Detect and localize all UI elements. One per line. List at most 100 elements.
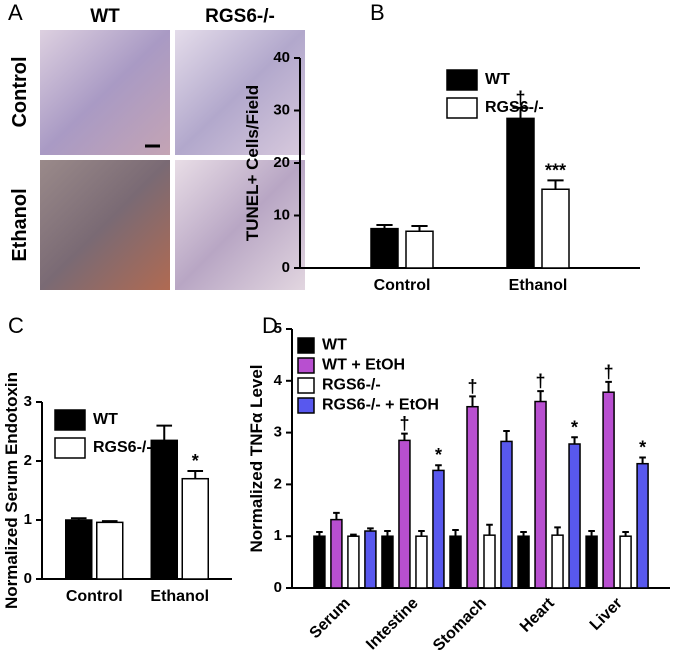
y-tick-label: 0 <box>24 570 32 587</box>
error-bar <box>605 380 612 393</box>
bar <box>534 400 547 589</box>
legend-swatch <box>446 69 478 91</box>
error-bar <box>469 395 476 407</box>
legend-label: WT <box>322 337 347 354</box>
x-tick-label: Ethanol <box>509 277 568 294</box>
error-bar <box>401 432 408 441</box>
x-tick-label: Heart <box>517 594 558 635</box>
bar <box>330 518 343 589</box>
panel-label: A <box>8 0 23 25</box>
legend-swatch <box>297 337 315 354</box>
bar <box>398 439 411 589</box>
y-tick-label: 5 <box>274 320 282 337</box>
bar <box>500 440 513 589</box>
x-tick-label: Control <box>374 277 431 294</box>
significance-marker: * <box>435 445 442 465</box>
error-bar <box>571 436 578 444</box>
y-tick-label: 0 <box>274 579 282 596</box>
bar <box>506 117 535 269</box>
legend-label: RGS6-/- + EtOH <box>322 397 439 414</box>
error-bar <box>452 528 459 537</box>
row-label: Ethanol <box>9 188 31 261</box>
error-bar <box>503 430 510 442</box>
legend-label: RGS6-/- <box>93 439 152 456</box>
bar <box>483 534 496 589</box>
legend-label: WT + EtOH <box>322 357 405 374</box>
x-tick-label: Control <box>66 588 123 605</box>
y-tick-label: 4 <box>274 372 283 389</box>
legend-swatch <box>297 397 315 414</box>
error-bar <box>639 456 646 464</box>
error-bar <box>588 530 595 537</box>
error-bar <box>486 523 493 536</box>
x-tick-label: Intestine <box>363 595 422 654</box>
bar <box>602 391 615 589</box>
y-axis-title: Normalized TNFα Level <box>247 364 266 552</box>
significance-marker: * <box>571 417 578 437</box>
x-tick-label: Liver <box>587 595 626 634</box>
column-label: RGS6-/- <box>205 6 275 27</box>
bar <box>466 405 479 589</box>
y-tick-label: 40 <box>273 49 290 66</box>
legend-swatch <box>54 409 86 431</box>
y-tick-label: 3 <box>24 393 32 410</box>
bar <box>568 443 581 589</box>
micrograph <box>40 30 170 155</box>
y-tick-label: 2 <box>274 475 282 492</box>
error-bar <box>537 390 544 402</box>
legend-label: RGS6-/- <box>322 377 381 394</box>
bar <box>364 530 377 589</box>
y-axis-title: Normalized Serum Endotoxin <box>2 372 21 609</box>
panel-label: D <box>262 313 278 338</box>
bar <box>517 535 530 589</box>
x-tick-label: Stomach <box>430 595 490 655</box>
error-bar <box>547 179 564 190</box>
legend-label: RGS6-/- <box>485 99 544 116</box>
legend-swatch <box>54 437 86 459</box>
error-bar <box>156 424 173 441</box>
bar <box>636 462 649 589</box>
bar <box>181 477 209 580</box>
significance-marker: * <box>639 437 646 457</box>
micrograph <box>175 30 305 155</box>
error-bar <box>418 530 425 537</box>
bar <box>405 230 434 269</box>
significance-marker: † <box>399 414 409 434</box>
error-bar <box>512 106 529 119</box>
bar <box>96 521 124 580</box>
micrograph <box>175 160 305 290</box>
y-axis-title: TUNEL+ Cells/Field <box>243 85 262 241</box>
legend-swatch <box>446 97 478 119</box>
y-tick-label: 20 <box>273 154 290 171</box>
legend-label: WT <box>93 411 118 428</box>
x-tick-label: Ethanol <box>150 588 209 605</box>
column-label: WT <box>90 6 120 27</box>
bar <box>150 439 178 580</box>
bar <box>432 469 445 589</box>
y-tick-label: 0 <box>282 259 290 276</box>
significance-marker: *** <box>545 160 566 180</box>
y-tick-label: 3 <box>274 424 282 441</box>
significance-marker: † <box>515 88 525 108</box>
significance-marker: † <box>467 376 477 396</box>
bar <box>551 534 564 589</box>
error-bar <box>411 225 428 232</box>
bar <box>585 535 598 589</box>
significance-marker: * <box>192 451 199 471</box>
y-tick-label: 2 <box>24 452 32 469</box>
significance-marker: † <box>536 371 546 391</box>
y-tick-label: 1 <box>274 527 282 544</box>
bar <box>313 535 326 589</box>
micrograph <box>40 160 170 290</box>
panel-label: C <box>8 313 24 338</box>
y-tick-label: 10 <box>273 206 290 223</box>
x-tick-label: Serum <box>307 595 354 642</box>
legend-label: WT <box>485 71 510 88</box>
legend-swatch <box>297 357 315 374</box>
y-tick-label: 1 <box>24 511 32 528</box>
bar <box>370 227 399 269</box>
row-label: Control <box>9 56 31 127</box>
bar <box>619 535 632 589</box>
bar <box>65 519 93 580</box>
